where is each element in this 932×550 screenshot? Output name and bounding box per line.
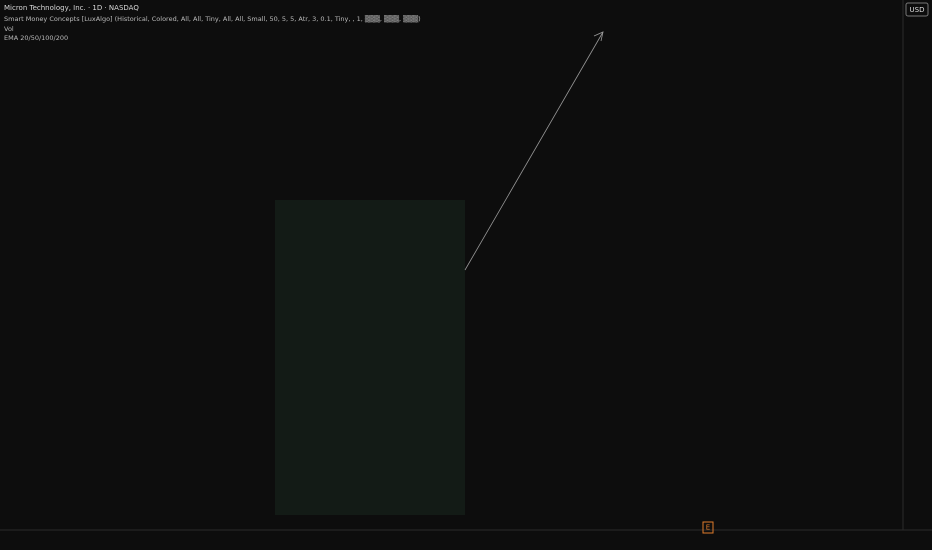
earnings-marker-box[interactable] [702, 521, 714, 534]
premium-discount-area [275, 200, 465, 515]
currency-box[interactable] [905, 2, 929, 17]
indicator-label: Smart Money Concepts [LuxAlgo] (Historic… [4, 15, 421, 23]
currency: USD [910, 6, 925, 14]
indicator-label: Vol [4, 25, 14, 33]
price-axis [903, 0, 932, 550]
arrow-head [593, 31, 604, 42]
projection-arrow [464, 31, 604, 271]
chart-title: Micron Technology, Inc. · 1D · NASDAQ [4, 4, 139, 12]
indicator-label: EMA 20/50/100/200 [4, 34, 68, 42]
earnings-marker: E [706, 524, 710, 532]
